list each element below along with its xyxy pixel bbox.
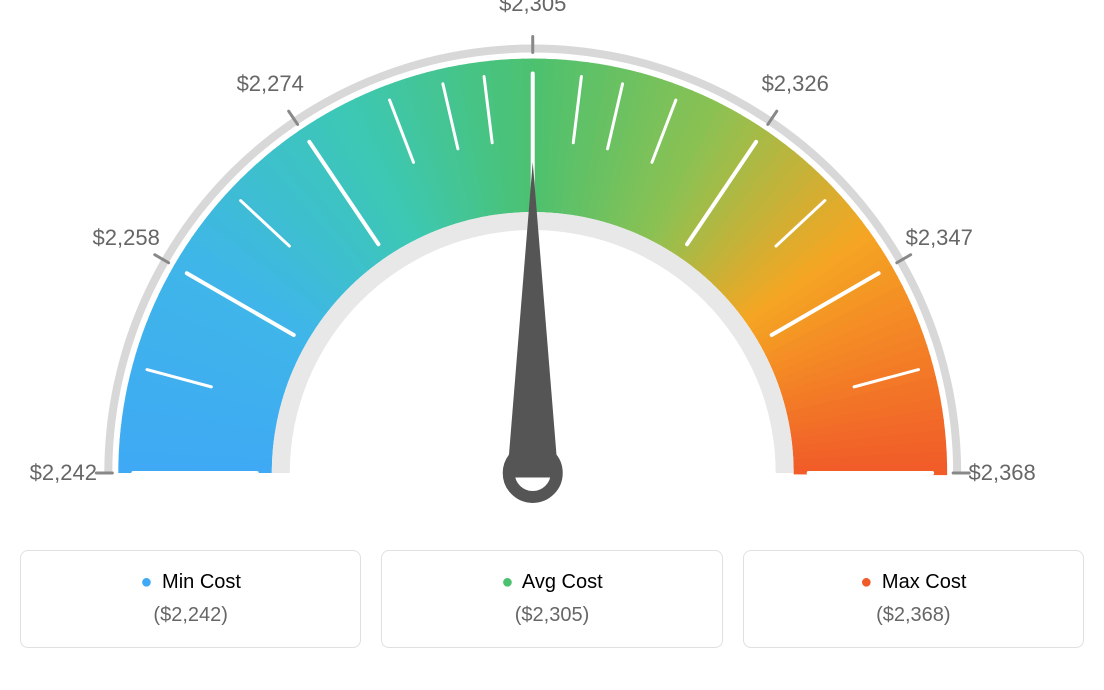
- legend-title-text: Max Cost: [882, 571, 966, 593]
- legend-row: ● Min Cost ($2,242) ● Avg Cost ($2,305) …: [20, 550, 1084, 648]
- legend-card-min: ● Min Cost ($2,242): [20, 550, 361, 648]
- legend-title-text: Min Cost: [162, 571, 241, 593]
- gauge-tick-label: $2,305: [499, 0, 566, 17]
- gauge-tick-label: $2,326: [762, 71, 829, 97]
- legend-value-avg: ($2,305): [392, 604, 711, 627]
- gauge-svg: [20, 20, 1084, 540]
- dot-icon: ●: [140, 571, 152, 593]
- gauge-tick-label: $2,274: [237, 71, 304, 97]
- legend-value-max: ($2,368): [754, 604, 1073, 627]
- legend-title-min: ● Min Cost: [31, 571, 350, 594]
- gauge-tick-label: $2,347: [906, 225, 973, 251]
- legend-title-text: Avg Cost: [522, 571, 603, 593]
- gauge-wrap: $2,242$2,258$2,274$2,305$2,326$2,347$2,3…: [20, 20, 1084, 540]
- dot-icon: ●: [860, 571, 872, 593]
- gauge-tick-label: $2,242: [30, 460, 97, 486]
- gauge-tick-label: $2,368: [968, 460, 1035, 486]
- legend-title-avg: ● Avg Cost: [392, 571, 711, 594]
- gauge-tick-label: $2,258: [93, 225, 160, 251]
- dot-icon: ●: [501, 571, 513, 593]
- gauge-chart-container: $2,242$2,258$2,274$2,305$2,326$2,347$2,3…: [20, 20, 1084, 648]
- legend-card-avg: ● Avg Cost ($2,305): [381, 550, 722, 648]
- legend-value-min: ($2,242): [31, 604, 350, 627]
- legend-title-max: ● Max Cost: [754, 571, 1073, 594]
- legend-card-max: ● Max Cost ($2,368): [743, 550, 1084, 648]
